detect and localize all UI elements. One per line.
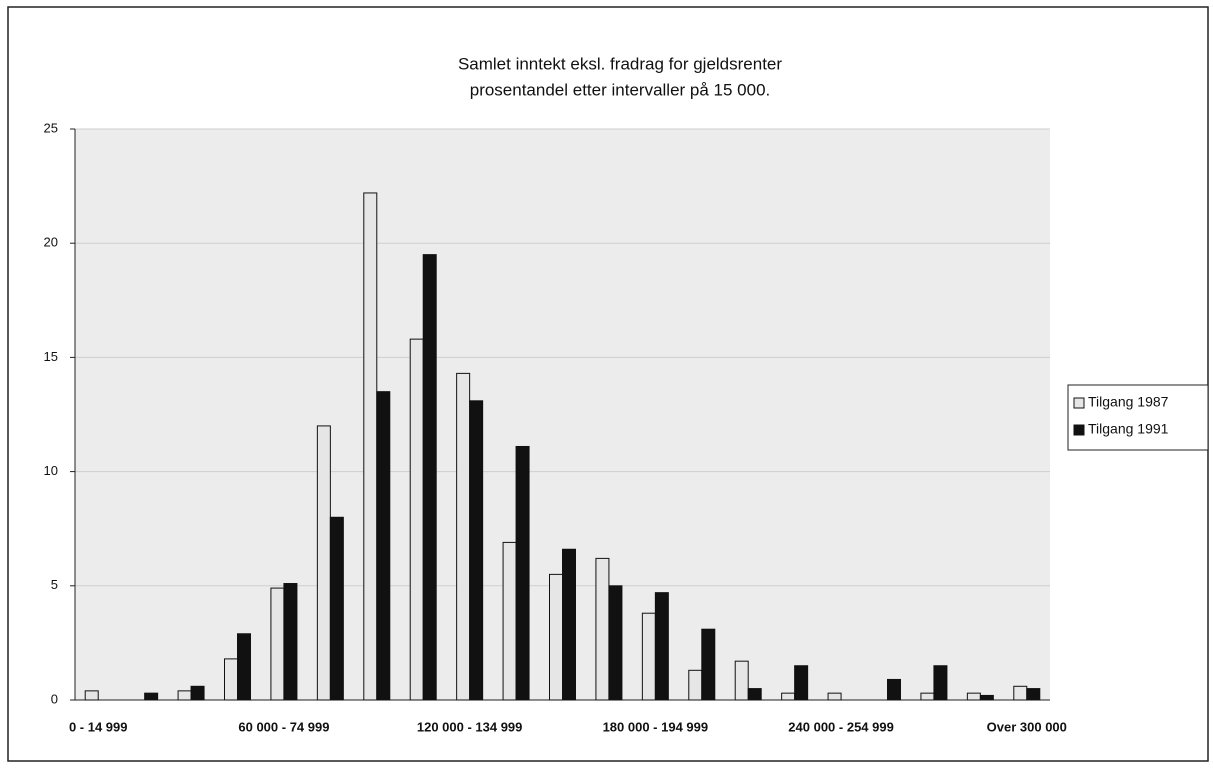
bar — [409, 338, 424, 701]
bar — [190, 685, 205, 701]
bar — [701, 628, 716, 701]
bar — [456, 372, 471, 701]
bar — [595, 557, 610, 701]
bar — [887, 678, 901, 701]
bar — [794, 665, 809, 701]
y-tick-label: 20 — [44, 235, 58, 250]
bar — [1013, 685, 1028, 701]
chart-title: Samlet inntekt eksl. fradrag for gjeldsr… — [458, 54, 782, 73]
y-tick-label: 5 — [51, 577, 58, 592]
bar — [549, 573, 563, 701]
bar — [966, 692, 981, 701]
bar — [329, 516, 344, 701]
legend-label: Tilgang 1991 — [1088, 421, 1169, 437]
legend-box — [1067, 384, 1209, 451]
bar — [515, 445, 530, 701]
bar — [363, 192, 378, 701]
bar — [654, 592, 669, 701]
bar — [979, 694, 994, 701]
legend-label: Tilgang 1987 — [1088, 394, 1169, 410]
y-tick-label: 10 — [44, 463, 58, 478]
x-tick-label: 120 000 - 134 999 — [417, 719, 523, 734]
bar — [237, 633, 251, 701]
bar — [747, 688, 762, 701]
bar — [920, 692, 935, 701]
y-tick-label: 25 — [44, 120, 58, 135]
bar — [502, 541, 517, 701]
bar — [316, 425, 331, 701]
y-tick-label: 15 — [44, 349, 58, 364]
legend-swatch — [1073, 397, 1085, 409]
bar — [562, 548, 576, 701]
x-tick-label: 240 000 - 254 999 — [788, 719, 894, 734]
bar — [1026, 688, 1041, 701]
x-tick-label: 180 000 - 194 999 — [603, 719, 709, 734]
x-tick-label: 0 - 14 999 — [69, 719, 128, 734]
bar — [224, 658, 238, 701]
bar — [144, 692, 159, 701]
bar — [827, 692, 842, 701]
legend-swatch — [1073, 424, 1085, 436]
chart-subtitle: prosentandel etter intervaller på 15 000… — [470, 80, 771, 99]
bar — [688, 669, 703, 701]
bar — [469, 400, 484, 701]
bar — [608, 585, 623, 701]
bar — [270, 587, 285, 701]
bar — [283, 583, 298, 701]
bar — [84, 690, 99, 701]
x-tick-label: Over 300 000 — [987, 719, 1067, 734]
bar — [422, 254, 437, 701]
bar — [376, 391, 391, 701]
x-tick-label: 60 000 - 74 999 — [238, 719, 329, 734]
bar — [734, 660, 749, 701]
bar — [781, 692, 796, 701]
y-tick-label: 0 — [51, 691, 58, 706]
bar — [641, 612, 656, 701]
bar — [177, 690, 192, 701]
bar — [933, 665, 948, 701]
